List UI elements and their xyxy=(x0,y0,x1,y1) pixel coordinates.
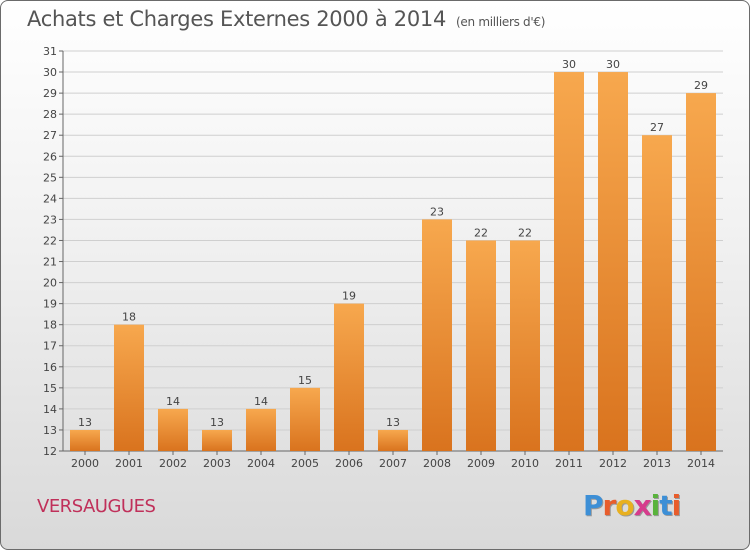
chart-subtitle: (en milliers d'€) xyxy=(456,15,546,29)
bar xyxy=(378,429,408,451)
y-tick-label: 13 xyxy=(43,424,57,437)
bar-value-label: 22 xyxy=(474,226,488,239)
bar xyxy=(334,303,364,451)
bar-value-label: 19 xyxy=(342,290,356,303)
y-tick-label: 18 xyxy=(43,319,57,332)
bar-value-label: 18 xyxy=(122,311,136,324)
y-tick-label: 26 xyxy=(43,150,57,163)
bar-value-label: 13 xyxy=(386,416,400,429)
bar-value-label: 30 xyxy=(562,58,576,71)
bar xyxy=(642,135,672,452)
y-tick-label: 29 xyxy=(43,87,57,100)
x-tick-label: 2008 xyxy=(423,457,451,470)
bar-value-label: 14 xyxy=(254,395,268,408)
bar-value-label: 14 xyxy=(166,395,180,408)
x-tick-label: 2007 xyxy=(379,457,407,470)
bar-value-label: 27 xyxy=(650,121,664,134)
y-tick-label: 15 xyxy=(43,382,57,395)
bar xyxy=(422,219,452,451)
y-tick-label: 12 xyxy=(43,445,57,458)
x-tick-label: 2000 xyxy=(71,457,99,470)
y-tick-label: 16 xyxy=(43,361,57,374)
bar xyxy=(510,240,540,451)
x-tick-label: 2014 xyxy=(687,457,715,470)
logo-letter: P xyxy=(583,489,604,522)
bar xyxy=(70,429,100,451)
bar-value-label: 30 xyxy=(606,58,620,71)
x-tick-label: 2013 xyxy=(643,457,671,470)
bar-value-label: 15 xyxy=(298,374,312,387)
bar-value-label: 23 xyxy=(430,205,444,218)
y-tick-label: 17 xyxy=(43,340,57,353)
logo-letter: r xyxy=(602,489,617,522)
y-tick-label: 22 xyxy=(43,234,57,247)
x-tick-label: 2006 xyxy=(335,457,363,470)
bar xyxy=(202,429,232,451)
y-tick-label: 21 xyxy=(43,256,57,269)
logo-letter: i xyxy=(671,489,682,522)
x-tick-label: 2010 xyxy=(511,457,539,470)
y-tick-label: 23 xyxy=(43,213,57,226)
y-tick-label: 31 xyxy=(43,45,57,58)
logo-letter: o xyxy=(615,489,634,522)
proxiti-logo: Proxiti xyxy=(583,489,682,522)
bar xyxy=(598,72,628,451)
x-tick-label: 2009 xyxy=(467,457,495,470)
x-tick-label: 2004 xyxy=(247,457,275,470)
bar-value-label: 22 xyxy=(518,226,532,239)
title-text: Achats et Charges Externes 2000 à 2014 xyxy=(27,7,447,31)
y-tick-label: 25 xyxy=(43,171,57,184)
bar xyxy=(554,72,584,451)
x-tick-label: 2003 xyxy=(203,457,231,470)
x-tick-label: 2011 xyxy=(555,457,583,470)
chart-title: Achats et Charges Externes 2000 à 2014 (e… xyxy=(27,7,545,31)
bar xyxy=(290,387,320,451)
logo-letter: x xyxy=(633,489,652,522)
bar-value-label: 29 xyxy=(694,79,708,92)
bar xyxy=(466,240,496,451)
logo-letter: i xyxy=(650,489,661,522)
bar-value-label: 13 xyxy=(78,416,92,429)
x-tick-label: 2001 xyxy=(115,457,143,470)
y-tick-label: 20 xyxy=(43,277,57,290)
bar xyxy=(114,324,144,451)
bar xyxy=(158,408,188,451)
y-tick-label: 30 xyxy=(43,66,57,79)
x-tick-label: 2002 xyxy=(159,457,187,470)
x-tick-label: 2005 xyxy=(291,457,319,470)
y-tick-label: 24 xyxy=(43,192,57,205)
bar xyxy=(246,408,276,451)
y-tick-label: 27 xyxy=(43,129,57,142)
y-tick-label: 19 xyxy=(43,298,57,311)
logo-letter: t xyxy=(659,489,672,522)
y-tick-label: 28 xyxy=(43,108,57,121)
bar xyxy=(686,93,716,452)
y-tick-label: 14 xyxy=(43,403,57,416)
x-tick-label: 2012 xyxy=(599,457,627,470)
place-name: VERSAUGUES xyxy=(37,496,156,517)
bar-value-label: 13 xyxy=(210,416,224,429)
